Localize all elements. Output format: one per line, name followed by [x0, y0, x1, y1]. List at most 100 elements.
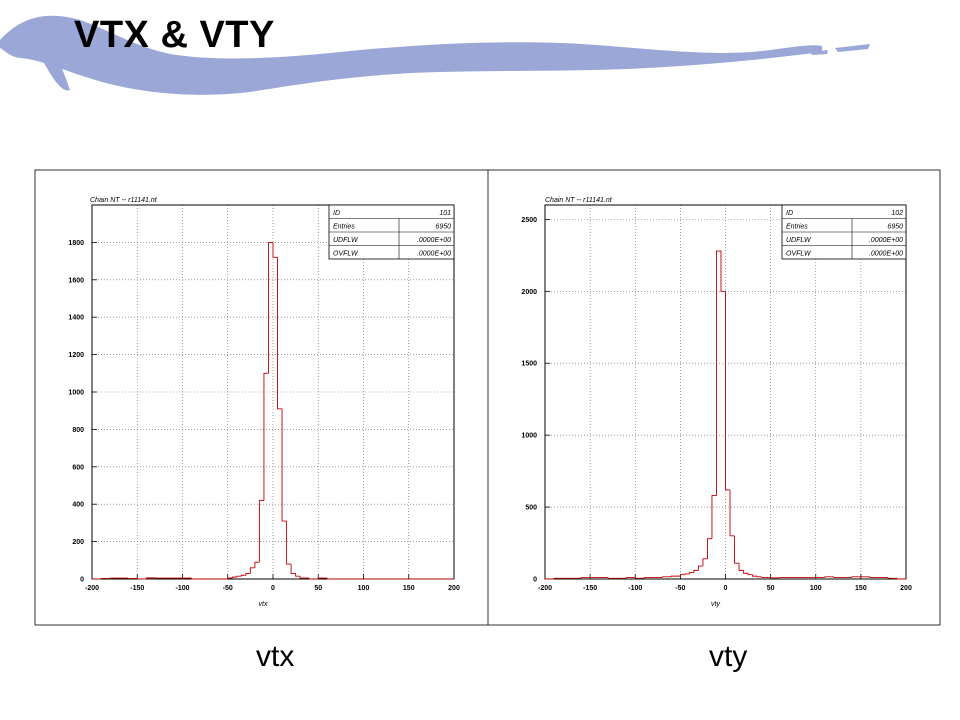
stats-value: 6950: [435, 224, 451, 231]
histogram-bin-vty: [738, 563, 744, 571]
histogram-bin-vtx: [295, 573, 301, 577]
slide-title: VTX & VTY: [74, 14, 275, 56]
histogram-bin-vty: [896, 578, 906, 580]
histogram-bin-vty: [697, 565, 703, 571]
stats-value: 6950: [887, 224, 903, 231]
x-tick-label: 100: [810, 585, 822, 592]
histogram-bin-vtx: [254, 561, 260, 568]
histogram-bin-vty: [756, 576, 762, 578]
stats-value: 102: [891, 210, 903, 217]
x-tick-label: 150: [855, 585, 867, 592]
histogram-bin-vty: [761, 576, 767, 579]
histogram-bin-vtx: [100, 577, 111, 579]
y-tick-label: 1000: [68, 390, 84, 397]
y-tick-label: 200: [72, 539, 84, 546]
stats-value: 101: [439, 210, 451, 217]
x-tick-label: 50: [767, 585, 775, 592]
stats-label: UDFLW: [333, 237, 359, 244]
x-tick-label: -150: [130, 585, 144, 592]
histogram-bin-vty: [625, 577, 636, 579]
histogram-bin-vtx: [245, 572, 251, 576]
histogram-bin-vty: [670, 575, 681, 577]
stats-value: .0000E+00: [869, 237, 903, 244]
x-tick-label: 200: [900, 585, 912, 592]
stats-value: .0000E+00: [417, 251, 451, 258]
histogram-bin-vty: [634, 577, 645, 579]
y-tick-label: 500: [525, 505, 537, 512]
chart-title: Chain NT -- r11141.nt: [90, 197, 158, 204]
caption-vtx: vtx: [256, 640, 295, 673]
y-tick-label: 2500: [521, 217, 537, 224]
histogram-bin-vty: [643, 577, 654, 579]
stats-label: Entries: [786, 224, 808, 231]
histogram-bin-vtx: [308, 578, 314, 580]
x-tick-label: 150: [403, 585, 415, 592]
x-tick-label: -200: [538, 585, 552, 592]
histogram-bin-vty: [716, 250, 721, 496]
histogram-bin-vty: [869, 576, 879, 579]
histogram-bin-vty: [693, 569, 699, 573]
histogram-bin-vty: [887, 577, 897, 579]
x-tick-label: -100: [628, 585, 642, 592]
y-tick-label: 1800: [68, 240, 84, 247]
stats-label: ID: [786, 210, 793, 217]
histogram-bin-vty: [851, 576, 861, 578]
y-tick-label: 1600: [68, 277, 84, 284]
x-axis-label: vtx: [259, 601, 268, 608]
histogram-bin-vty: [752, 574, 758, 577]
x-tick-label: -50: [675, 585, 685, 592]
x-tick-label: -50: [223, 585, 233, 592]
histogram-bin-vty: [580, 577, 591, 579]
y-tick-label: 1500: [521, 361, 537, 368]
chart-title: Chain NT -- r11141.nt: [545, 197, 613, 204]
histogram-bin-vtx: [290, 564, 296, 574]
stats-label: UDFLW: [786, 237, 812, 244]
banner-fleck-shape: [835, 44, 870, 52]
y-tick-label: 2000: [521, 289, 537, 296]
histogram-bin-vty: [607, 577, 618, 579]
histogram-bin-vty: [688, 572, 694, 574]
histogram-bin-vtx: [231, 576, 237, 579]
stats-value: .0000E+00: [417, 237, 451, 244]
histogram-bin-vty: [684, 573, 690, 575]
x-tick-label: 50: [314, 585, 322, 592]
x-tick-label: 0: [271, 585, 275, 592]
banner-fleck-shape: [810, 50, 828, 55]
histogram-bin-vtx: [277, 257, 283, 410]
histogram-bin-vty: [725, 291, 731, 491]
histogram-bin-vtx: [136, 578, 147, 580]
y-tick-label: 800: [72, 427, 84, 434]
stats-label: OVFLW: [333, 251, 359, 258]
figure-frame: [34, 169, 941, 626]
y-tick-label: 1200: [68, 352, 84, 359]
x-tick-label: 200: [448, 585, 460, 592]
x-tick-label: -200: [85, 585, 99, 592]
histogram-bin-vty: [553, 577, 564, 579]
histogram-bin-vty: [720, 251, 726, 292]
histogram-bin-vtx: [286, 521, 292, 565]
histogram-bin-vtx: [268, 241, 273, 374]
histogram-bin-vtx: [272, 242, 278, 258]
histogram-bin-vty: [702, 558, 708, 567]
stats-label: ID: [333, 210, 340, 217]
histogram-bin-vty: [679, 574, 685, 577]
stats-value: .0000E+00: [869, 251, 903, 258]
y-tick-label: 0: [80, 577, 84, 584]
x-tick-label: 100: [358, 585, 370, 592]
caption-vty: vty: [709, 640, 748, 673]
histogram-bin-vtx: [281, 408, 287, 522]
stats-label: OVFLW: [786, 251, 812, 258]
x-tick-label: 0: [724, 585, 728, 592]
histogram-bin-vty: [729, 489, 735, 537]
banner-swoosh: [0, 15, 870, 95]
histogram-bin-vty: [833, 576, 843, 579]
histogram-bin-vtx: [249, 567, 255, 574]
histogram-bin-vtx: [191, 578, 201, 580]
histogram-bin-vtx: [227, 577, 233, 579]
histogram-bin-vtx: [326, 578, 337, 580]
histogram-bin-vtx: [145, 577, 156, 579]
x-tick-label: -100: [175, 585, 189, 592]
histogram-bin-vty: [747, 573, 753, 576]
histogram-bin-vtx: [240, 574, 246, 577]
